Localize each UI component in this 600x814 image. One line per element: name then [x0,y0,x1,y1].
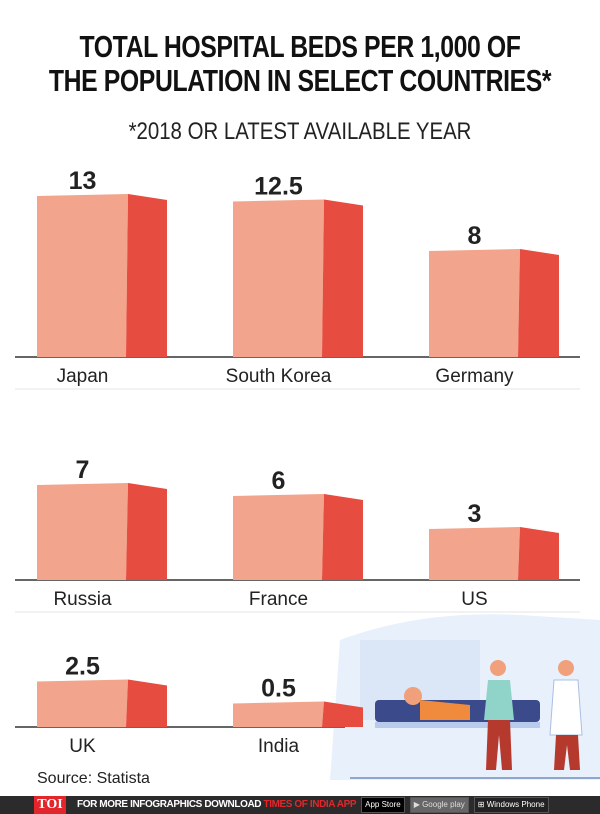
category-label: India [258,736,300,757]
windows-icon: ⊞ [477,800,485,809]
chart-subtitle: *2018 OR LATEST AVAILABLE YEAR [128,118,472,145]
bar-front [233,494,324,580]
bar-side [322,199,363,357]
hospital-illustration [330,614,600,780]
toi-logo: TOI [34,796,66,814]
app-store-badge[interactable]: App Store [361,797,405,813]
value-label: 6 [272,467,286,495]
value-labels: 13 12.5 8 7 6 3 2.5 0.5 [65,167,481,703]
bar-front [37,483,128,580]
value-label: 7 [76,456,90,484]
bar-side [322,701,363,727]
footer-bar: TOI FOR MORE INFOGRAPHICS DOWNLOAD TIMES… [0,796,600,814]
value-label: 0.5 [261,675,296,703]
value-label: 12.5 [254,173,303,201]
category-label: Japan [57,366,109,387]
google-play-badge[interactable]: ▶ Google play [409,797,469,813]
category-label: Germany [435,366,514,387]
title-line: THE POPULATION IN SELECT COUNTRIES* [48,63,552,98]
category-label: France [249,589,308,610]
value-label: 13 [69,167,97,195]
bar-front [233,701,324,727]
bar-front [37,194,128,357]
category-label: US [461,589,487,610]
value-label: 3 [468,500,482,528]
title-line: TOTAL HOSPITAL BEDS PER 1,000 OF [79,29,521,64]
category-label: South Korea [226,366,332,387]
category-label: UK [69,736,96,757]
category-label: Russia [53,589,112,610]
bar-side [126,194,167,357]
bar-side [518,527,559,580]
bar-front [37,679,128,727]
bar-front [429,249,520,357]
bar-side [126,679,167,727]
value-label: 8 [468,222,482,250]
bar-front [429,527,520,580]
bar-side [126,483,167,580]
value-label: 2.5 [65,653,100,681]
promo-text: FOR MORE INFOGRAPHICS DOWNLOAD TIMES OF … [77,799,357,810]
bar-chart: Japan South Korea Germany Russia France … [15,167,600,780]
category-labels: Japan South Korea Germany Russia France … [53,366,514,757]
bar-side [322,494,363,580]
source-note: Source: Statista [37,770,150,787]
bar-front [233,199,324,357]
bar-side [518,249,559,357]
play-icon: ▶ [413,800,420,809]
windows-phone-badge[interactable]: ⊞ Windows Phone [473,797,549,813]
